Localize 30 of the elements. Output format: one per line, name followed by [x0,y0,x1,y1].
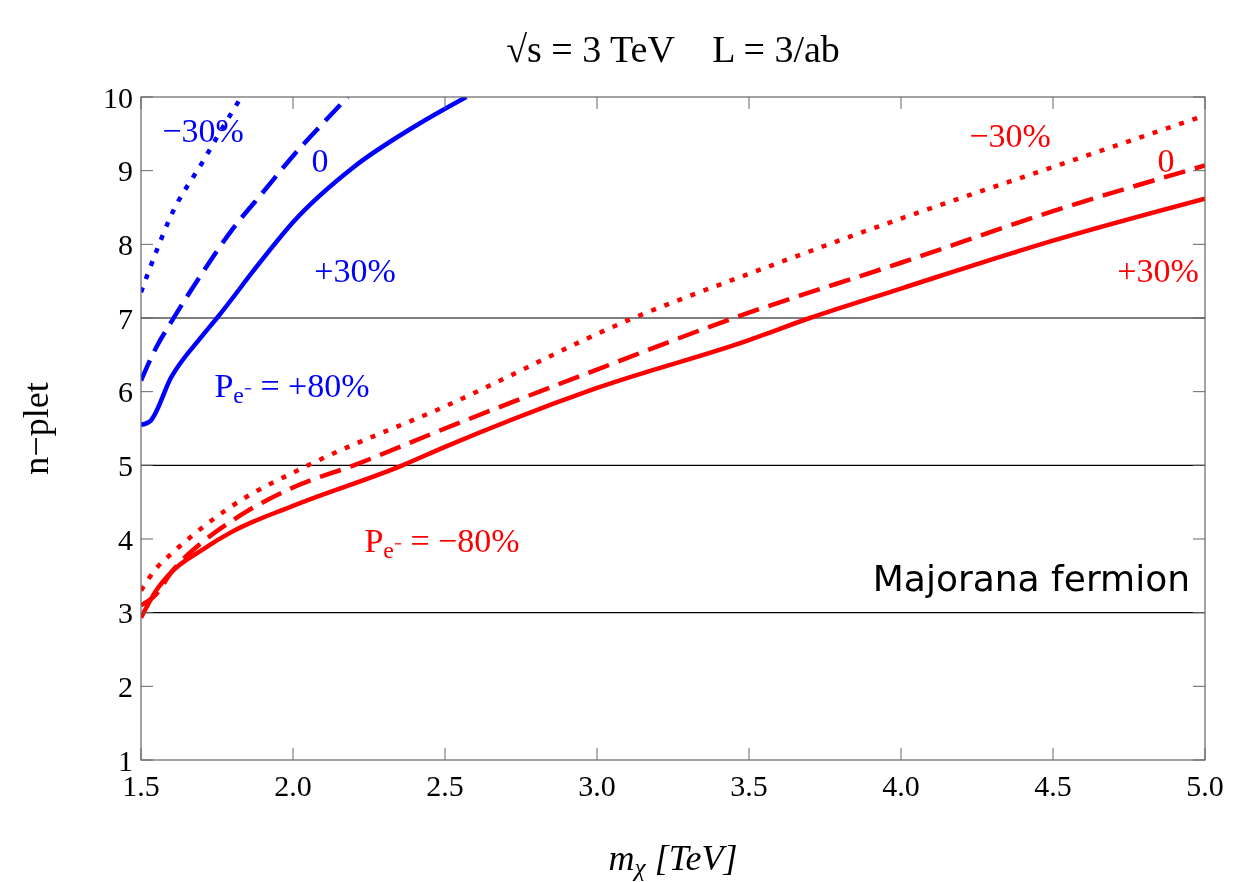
y-tick-label: 1 [118,743,133,777]
annotation: P$_{e⁻}$ = −80% [364,521,520,563]
y-tick-label: 5 [118,448,133,482]
annotation: Majorana fermion [872,557,1190,599]
y-tick-label: 8 [118,227,133,261]
annotation: −30% [969,116,1051,154]
annotation: P$_{e⁻}$ = +80% [214,366,370,408]
y-tick-label: 6 [118,375,133,409]
y-tick-label: 3 [118,596,133,630]
x-tick-label: 4.5 [1034,769,1072,802]
annotation: +30% [1117,251,1199,289]
x-tick-label: 3.0 [578,769,616,802]
x-tick-label: 5.0 [1186,769,1224,802]
chart-title: √s = 3 TeV L = 3/ab [506,28,840,70]
annotation: +30% [314,251,396,289]
line-series [141,97,469,428]
annotation: 0 [1157,141,1175,179]
annotation: −30% [162,111,244,149]
x-tick-label: 3.5 [730,769,768,802]
y-tick-label: 2 [118,669,133,703]
y-axis-title: n−plet [16,382,56,475]
x-axis-title: m$_{χ}$ [TeV] [608,838,738,882]
x-tick-label: 4.0 [882,769,920,802]
y-tick-label: 10 [103,80,133,114]
y-tick-label: 4 [118,522,133,556]
x-tick-label: 2.0 [274,769,312,802]
annotation: 0 [311,141,329,179]
y-tick-label: 9 [118,154,133,188]
x-tick-label: 2.5 [426,769,464,802]
y-tick-label: 7 [118,301,133,335]
